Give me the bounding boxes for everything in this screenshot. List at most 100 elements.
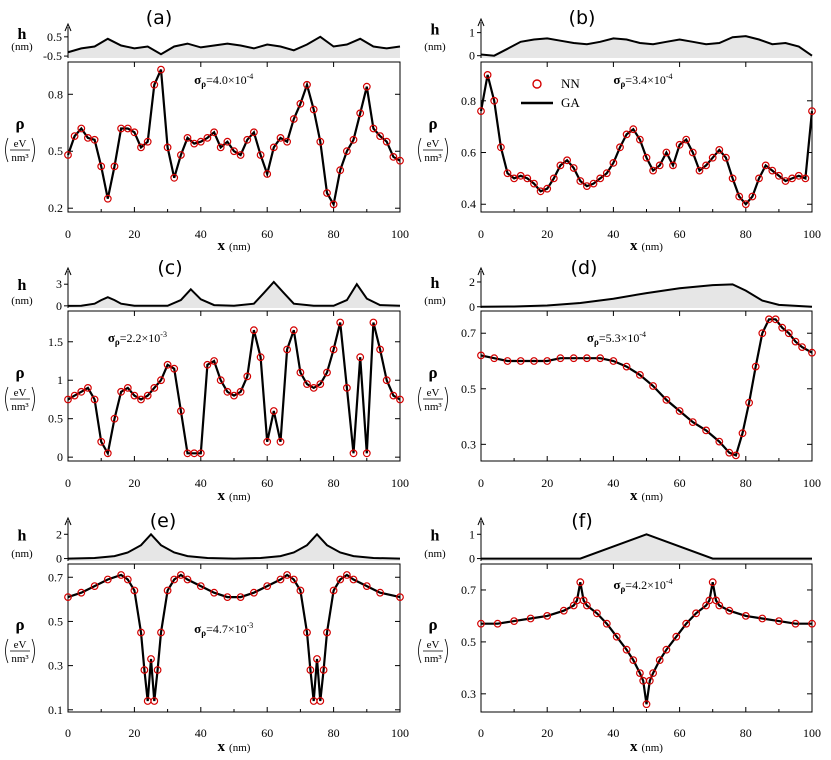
- y-tick-label: 0.4: [461, 197, 476, 211]
- y-unit-paren-left: [5, 638, 9, 664]
- density-plot-frame: [67, 563, 401, 713]
- nn-series-point: [123, 384, 132, 392]
- top-y-tick-label: 0: [469, 49, 475, 63]
- nn-series-point: [708, 578, 717, 587]
- x-tick-label: 60: [261, 227, 273, 241]
- nn-series-point: [140, 666, 149, 674]
- nn-series-point: [329, 586, 338, 595]
- x-axis-title: x (nm): [630, 488, 663, 504]
- nn-series-point: [313, 655, 321, 663]
- nn-series-point: [243, 135, 252, 144]
- y-tick-label: 0.5: [48, 614, 63, 628]
- nn-series-point: [642, 700, 651, 709]
- y-unit-denominator: nm³: [11, 401, 29, 413]
- nn-series-point: [543, 357, 552, 365]
- nn-series-point: [784, 329, 793, 338]
- nn-series-point: [758, 614, 767, 623]
- nn-series-point: [289, 326, 298, 335]
- nn-series-point: [755, 174, 763, 183]
- y-unit-denominator: nm³: [11, 152, 29, 164]
- sigma-part: σ: [108, 330, 115, 345]
- nn-series-point: [596, 354, 605, 363]
- x-axis-title: x (nm): [218, 739, 251, 755]
- nn-series-point: [741, 200, 750, 209]
- y-tick-label: 0.7: [461, 583, 476, 597]
- nn-series-point: [675, 140, 684, 149]
- y-tick-label: 0.5: [48, 412, 63, 426]
- x-tick-label: 100: [803, 476, 821, 490]
- y-unit-numerator: eV: [14, 387, 27, 399]
- nn-series-point: [210, 128, 219, 137]
- nn-series-point: [396, 395, 404, 404]
- height-fill: [68, 282, 400, 308]
- x-tick-label: 100: [391, 227, 409, 241]
- sigma-part: -3: [247, 621, 254, 630]
- nn-series-point: [549, 174, 558, 183]
- sigma-part: ρ: [620, 79, 625, 89]
- height-fill: [68, 534, 400, 561]
- top-y-tick-label: 0: [469, 300, 475, 314]
- x-tick-label: 40: [195, 227, 207, 241]
- sigma-part: -4: [247, 72, 254, 81]
- nn-series-point: [296, 99, 305, 108]
- nn-series-point: [536, 187, 545, 196]
- nn-series-point: [556, 161, 565, 170]
- nn-series-point: [389, 391, 398, 400]
- sigma-part: σ: [194, 621, 201, 636]
- nn-series-point: [103, 194, 112, 203]
- nn-series-point: [64, 395, 72, 404]
- x-tick-label: 0: [478, 476, 484, 490]
- nn-series-point: [336, 166, 345, 175]
- nn-series-point: [576, 578, 585, 587]
- nn-series-point: [153, 666, 162, 674]
- nn-series-point: [183, 575, 192, 584]
- nn-series-point: [157, 628, 165, 637]
- y-tick-label: 0.5: [48, 144, 63, 158]
- nn-series-point: [170, 364, 179, 373]
- sigma-part: σ: [613, 72, 620, 87]
- nn-series-point: [296, 368, 305, 377]
- nn-series-point: [798, 343, 806, 352]
- x-tick-label: 20: [128, 476, 140, 490]
- nn-series-point: [382, 137, 391, 146]
- nn-series-point: [583, 601, 591, 610]
- panel-label: (f): [571, 510, 593, 532]
- nn-series-point: [569, 164, 578, 172]
- nn-series-point: [90, 395, 99, 404]
- nn-series-point: [269, 407, 278, 415]
- y-unit-numerator: eV: [14, 138, 27, 150]
- sigma-part: ρ: [620, 584, 625, 594]
- x-tick-label: 100: [391, 726, 409, 740]
- nn-series-point: [183, 133, 192, 142]
- nn-series-point: [256, 353, 265, 362]
- nn-series-point: [176, 407, 185, 415]
- nn-series-point: [70, 132, 79, 141]
- sigma-part: -4: [666, 72, 673, 81]
- nn-series-point: [516, 171, 525, 180]
- nn-series-point: [516, 357, 525, 365]
- nn-series-point: [748, 192, 757, 201]
- sigma-part: -4: [666, 577, 673, 586]
- nn-series-point: [778, 323, 787, 332]
- nn-series-point: [645, 676, 654, 685]
- y-axis-title: ρ: [428, 615, 437, 634]
- y-tick-label: 0.3: [461, 687, 476, 701]
- x-axis-title: x (nm): [218, 488, 251, 504]
- y-axis-title: ρ: [428, 114, 437, 133]
- height-fill: [481, 534, 812, 561]
- nn-series-point: [725, 606, 734, 615]
- nn-series-point: [569, 354, 578, 363]
- x-tick-label: 20: [128, 726, 140, 740]
- x-axis-label: x: [218, 488, 226, 504]
- x-tick-label: 40: [195, 476, 207, 490]
- x-axis-title: x (nm): [630, 238, 663, 254]
- nn-series-point: [362, 82, 371, 91]
- nn-series-point: [576, 177, 585, 185]
- nn-series-point: [708, 153, 717, 162]
- nn-series-point: [77, 124, 86, 133]
- nn-series-point: [612, 632, 621, 641]
- nn-series-point: [728, 174, 737, 183]
- nn-series-point: [602, 169, 611, 178]
- nn-series-point: [143, 391, 152, 400]
